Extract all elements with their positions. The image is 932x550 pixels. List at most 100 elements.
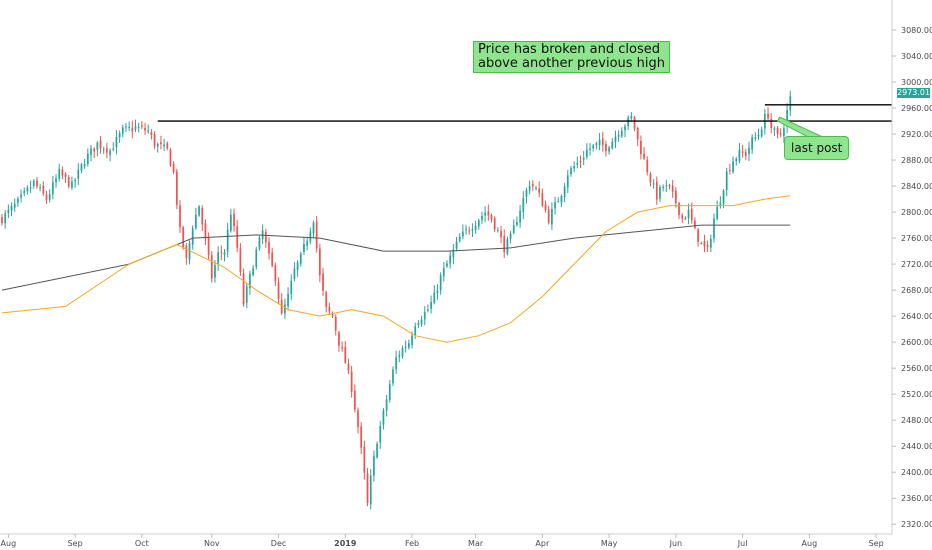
candle-body [287,293,289,307]
candle-body [690,208,693,221]
candle-body [71,181,73,188]
candle-body [115,137,118,148]
candle-body [516,222,518,225]
candle-body [214,265,216,278]
y-tick-label: 2360.00 [901,494,932,503]
candle-body [687,209,690,218]
y-tick-label: 2960.00 [901,104,932,113]
candle-body [264,231,267,243]
candle-body [284,304,286,314]
candle-body [557,201,560,203]
candle-body [706,245,709,248]
candle-body [4,213,7,224]
candle-body [147,130,150,132]
candle-body [160,142,162,145]
candle-body [290,280,293,295]
candle-body [74,179,76,182]
candle-body [439,275,442,291]
x-tick-label: 2019 [334,539,357,548]
candle-body [684,218,687,220]
candle-body [627,117,630,127]
candle-body [55,178,57,183]
candle-body [1,216,3,224]
candle-body [360,426,363,448]
candle-body [353,390,356,410]
candle-body [106,148,108,153]
candle-body [776,127,779,135]
candle-body [652,183,655,185]
candle-body [48,194,51,200]
candle-body [512,225,515,233]
candle-body [404,346,407,348]
candle-body [433,292,436,303]
candle-body [80,164,83,171]
candle-body [210,255,213,279]
candle-body [592,145,595,149]
candle-body [407,343,410,348]
candlestick-series [1,90,792,510]
y-tick-label: 2640.00 [901,312,932,321]
moving-average-series [1,195,791,343]
candle-body [770,119,773,129]
candle-body [496,230,499,232]
candle-body [519,210,521,223]
candle-body [757,135,760,137]
candle-body [293,268,296,280]
candle-body [280,299,283,314]
candle-body [531,184,534,187]
candle-body [471,229,474,231]
candle-body [500,230,502,238]
candle-body [566,175,569,188]
y-tick-label: 2400.00 [901,468,932,477]
long-moving-average-line [1,224,791,291]
candle-body [150,132,153,136]
candle-body [446,263,448,267]
candle-body [363,446,366,473]
candle-body [382,410,385,425]
candle-body [175,171,178,206]
x-tick-label: Jun [669,539,683,548]
breakout-annotation-line-2: above another previous high [478,56,666,71]
candle-body [121,127,124,134]
candle-body [636,127,639,140]
y-tick-label: 2600.00 [901,338,932,347]
candle-body [392,369,394,384]
candle-body [738,149,741,161]
candle-body [605,144,607,152]
candle-body [541,192,544,206]
candle-body [166,142,169,149]
candle-body [93,148,96,152]
y-tick-label: 3000.00 [901,78,932,87]
candle-body [45,194,48,200]
candle-body [156,143,159,147]
y-tick-label: 2840.00 [901,182,932,191]
candle-body [67,177,70,187]
candle-body [344,346,347,363]
candle-body [458,236,461,242]
candle-body [582,157,585,160]
candle-body [535,187,537,189]
candle-body [369,475,372,505]
candle-body [315,221,318,249]
candle-body [61,169,64,176]
candle-body [643,153,645,159]
x-tick-label: Mar [468,539,484,548]
candle-body [538,188,541,193]
candle-body [223,252,226,255]
candle-body [589,148,591,150]
x-tick-label: Nov [204,539,220,548]
candle-body [102,149,105,151]
candle-body [671,185,674,192]
candle-body [169,149,172,166]
candle-body [779,133,782,135]
candle-body [697,229,699,242]
candle-body [207,237,210,256]
candle-body [560,196,563,203]
candle-body [334,316,337,331]
candle-body [729,170,731,172]
horizontal-level-lines [157,104,892,122]
candle-body [242,273,245,305]
candle-body [716,206,719,220]
candle-body [751,137,754,150]
